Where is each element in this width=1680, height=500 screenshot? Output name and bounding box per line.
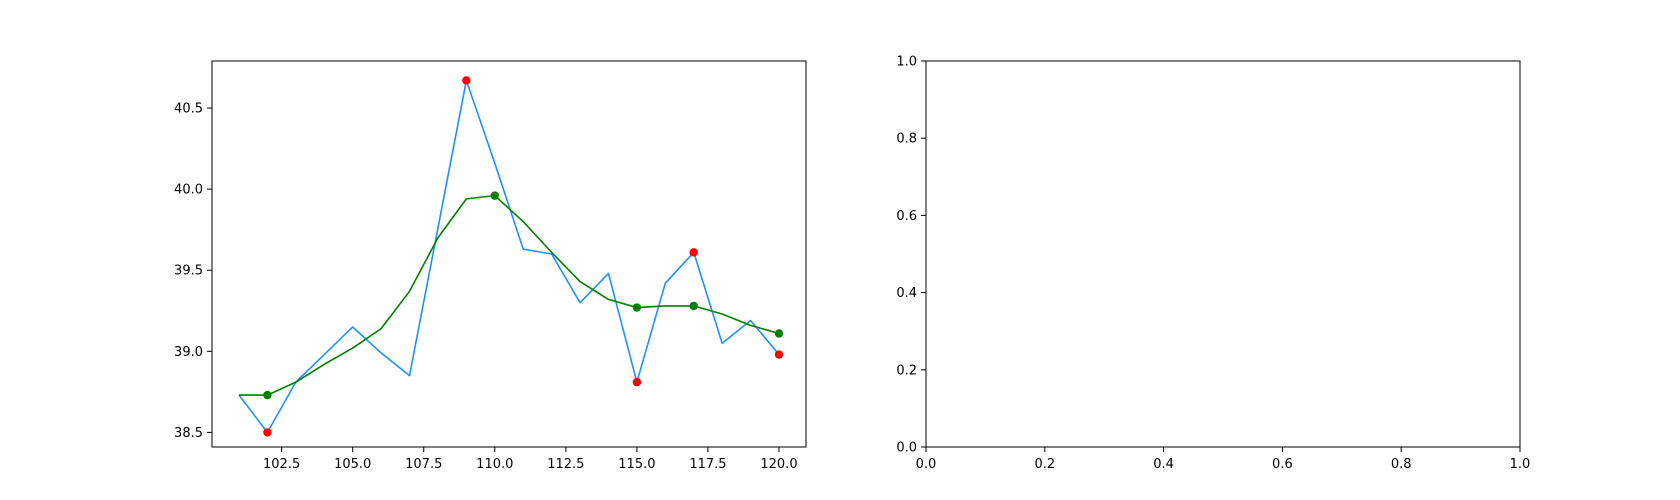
y-tick-label: 39.5 xyxy=(174,264,203,279)
green-marker-point xyxy=(632,303,642,312)
x-tick-label: 120.0 xyxy=(760,457,797,472)
axes-frame xyxy=(925,60,1521,448)
axes-frame xyxy=(211,60,807,448)
red-marker-point xyxy=(263,428,272,437)
y-tick-label: 0.2 xyxy=(896,363,917,378)
x-tick-label: 107.5 xyxy=(405,457,442,472)
y-tick-label: 0.6 xyxy=(896,209,917,224)
red-marker-point xyxy=(462,76,471,85)
red-marker-point xyxy=(774,350,784,359)
x-tick-label: 0.8 xyxy=(1391,457,1412,472)
x-tick-label: 115.0 xyxy=(618,457,655,472)
x-tick-label: 0.2 xyxy=(1034,457,1055,472)
raw-series-line xyxy=(238,79,780,434)
x-tick-label: 1.0 xyxy=(1510,457,1531,472)
x-tick-label: 110.0 xyxy=(476,457,513,472)
y-tick-label: 1.0 xyxy=(896,55,917,70)
x-tick-label: 112.5 xyxy=(547,457,584,472)
y-tick-label: 0.4 xyxy=(896,286,917,301)
x-tick-label: 117.5 xyxy=(689,457,726,472)
y-tick-label: 40.5 xyxy=(174,102,203,117)
left-axes: 102.5 105.0 107.5 110.0 112.5 115.0 117.5 120.0… xyxy=(174,60,807,472)
y-tick-label: 39.0 xyxy=(174,345,203,360)
green-marker-point xyxy=(774,329,784,338)
x-tick-label: 0.0 xyxy=(916,457,937,472)
green-marker-point xyxy=(689,301,698,311)
green-marker-point xyxy=(490,191,499,200)
y-tick-label: 38.5 xyxy=(174,426,203,441)
x-tick-label: 102.5 xyxy=(263,457,300,472)
y-tick-label: 0.8 xyxy=(896,132,917,147)
right-axes: 0.0 0.2 0.4 0.6 0.8 1.0 0.0 0.2 0.4 0.6 0.8 1.0 xyxy=(896,55,1530,473)
red-marker-point xyxy=(689,248,698,257)
y-tick-label: 0.0 xyxy=(896,441,917,456)
x-tick-label: 0.6 xyxy=(1272,457,1293,472)
x-tick-label: 105.0 xyxy=(334,457,371,472)
smoothed-series-line xyxy=(239,194,780,396)
y-tick-label: 40.0 xyxy=(174,183,203,198)
green-marker-point xyxy=(263,390,272,400)
red-marker-point xyxy=(632,377,642,387)
x-tick-label: 0.4 xyxy=(1153,457,1174,472)
